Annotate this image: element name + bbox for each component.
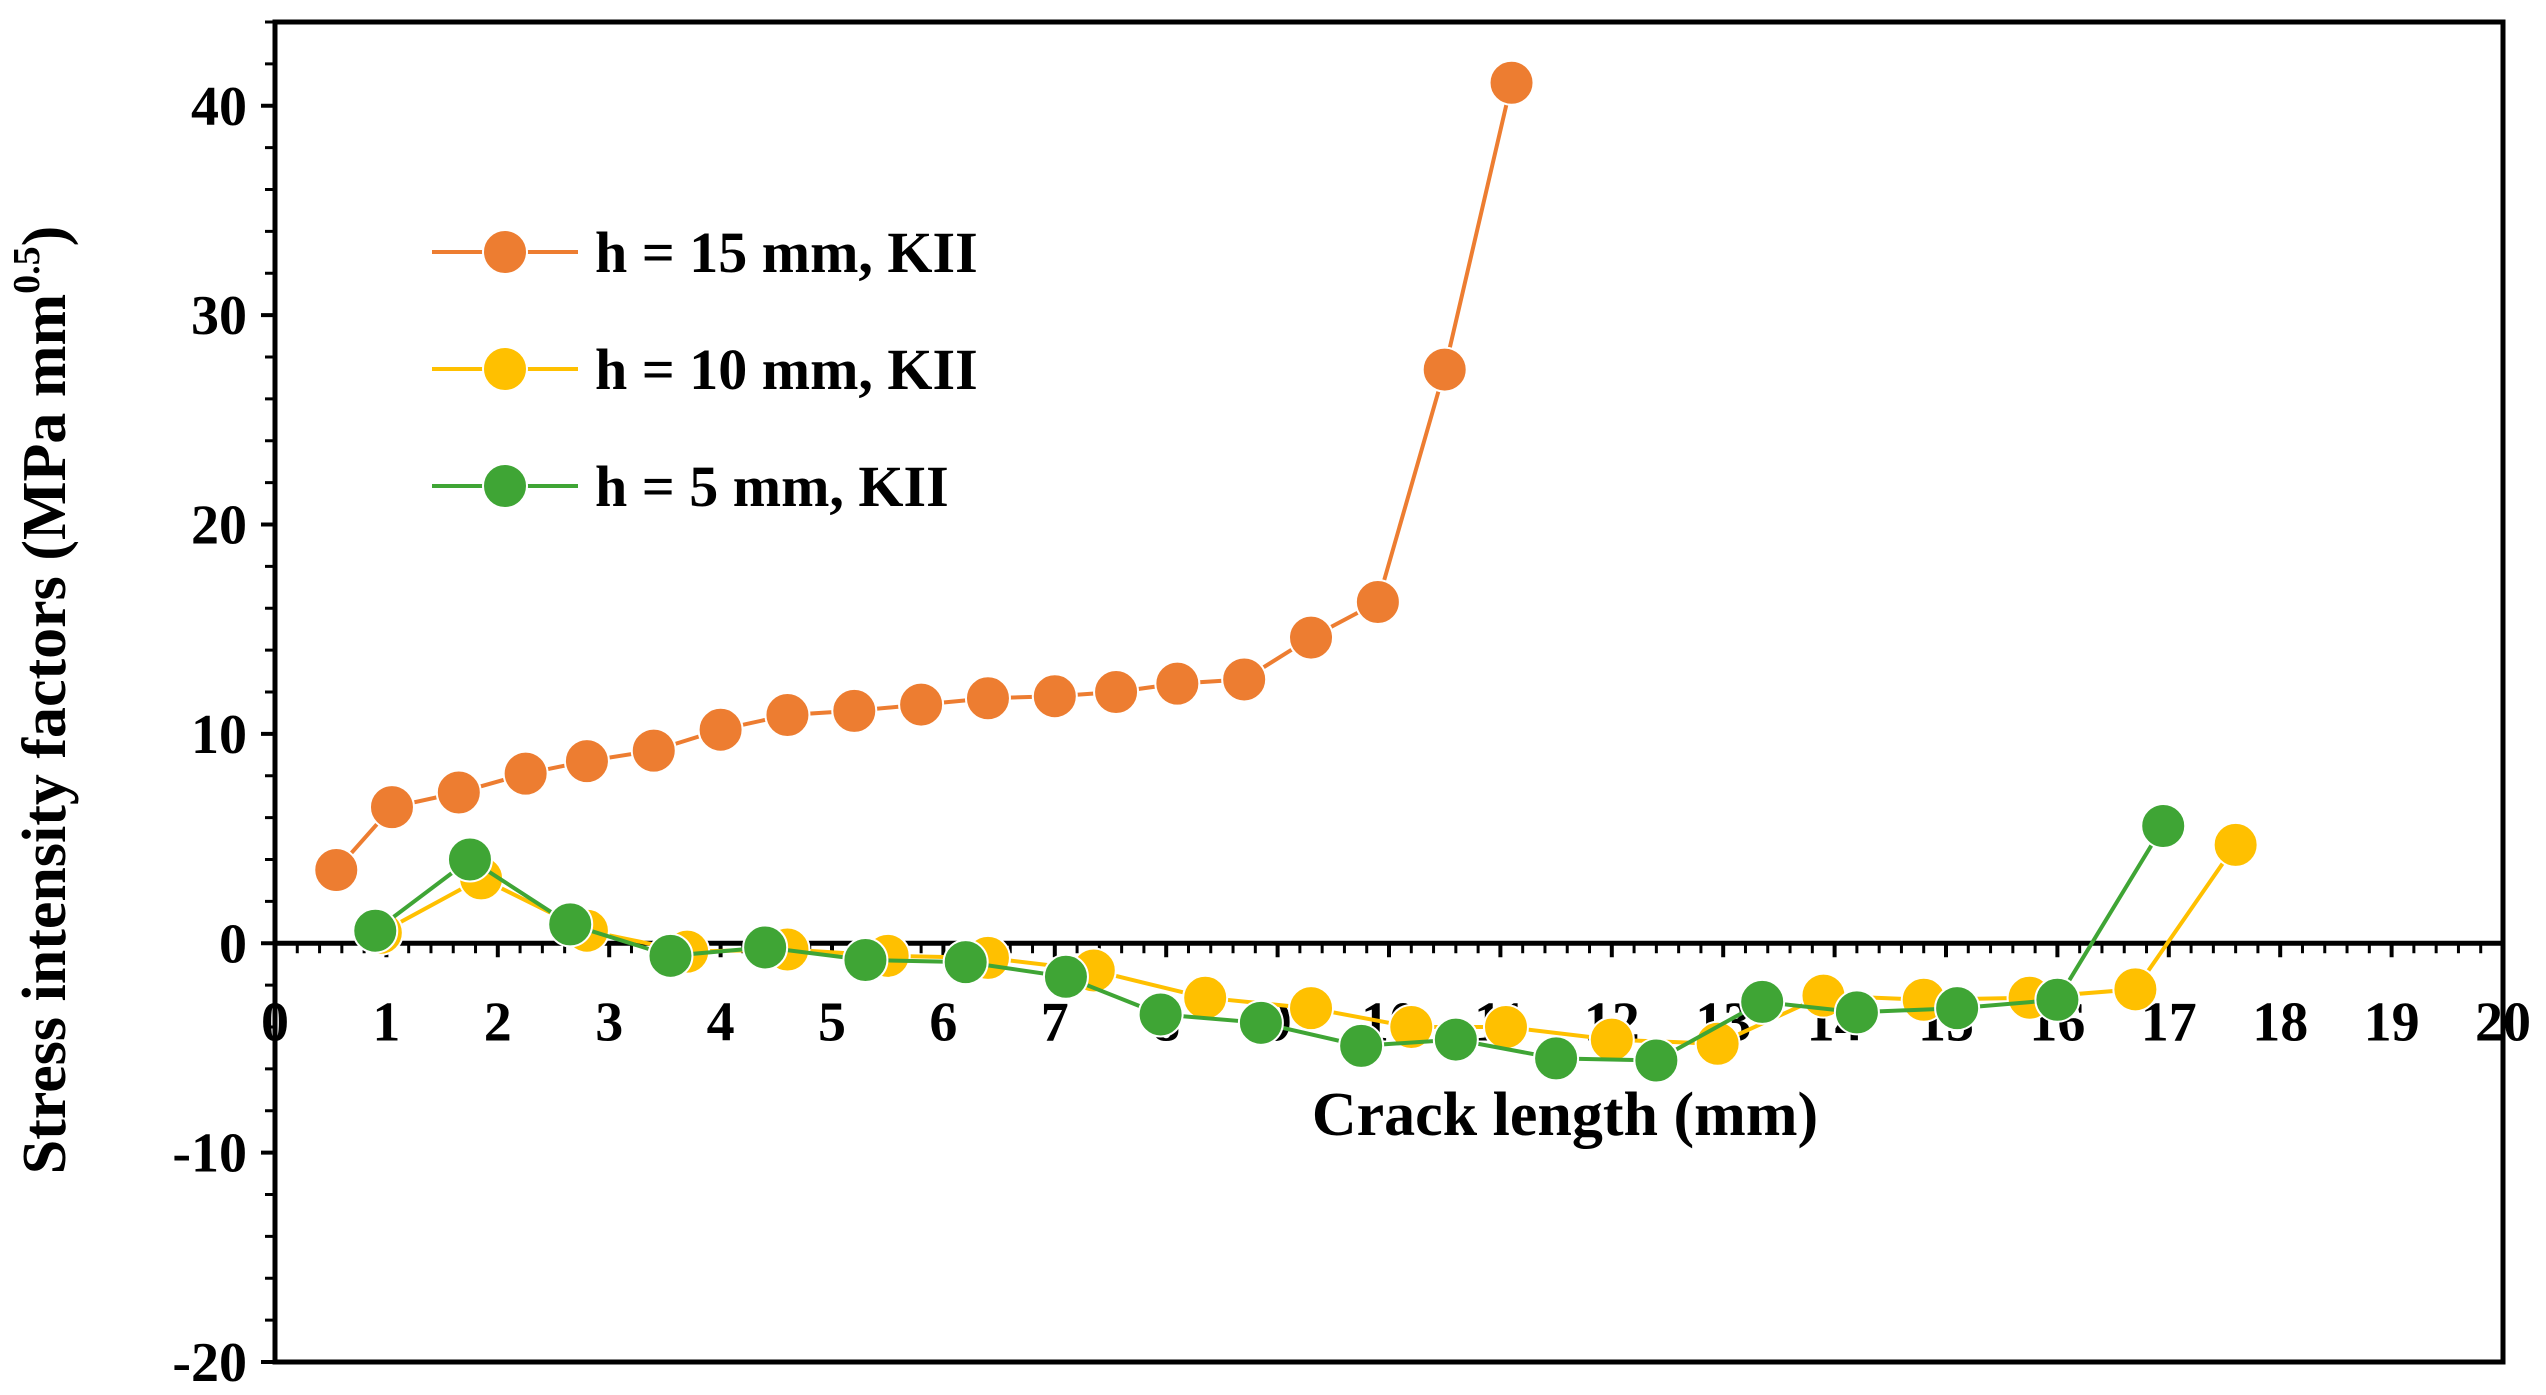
data-point-h15 — [1354, 578, 1401, 625]
data-point-h10 — [1482, 1004, 1529, 1050]
legend-marker-h15 — [482, 229, 528, 275]
y-tick-label: 20 — [191, 495, 247, 557]
y-tick-label: 0 — [219, 913, 247, 975]
data-point-h15 — [1031, 673, 1078, 720]
data-point-h5 — [1432, 1016, 1479, 1063]
data-point-h15 — [630, 727, 677, 774]
x-tick-label: 4 — [707, 991, 735, 1053]
data-point-h10 — [1288, 985, 1335, 1032]
y-tick-label: 30 — [191, 285, 247, 347]
data-point-h5 — [547, 901, 594, 948]
data-point-h15 — [964, 675, 1011, 722]
data-point-h5 — [1042, 953, 1089, 1000]
data-point-h5 — [2034, 976, 2081, 1023]
x-tick-label: 2 — [484, 991, 512, 1053]
data-point-h10 — [1182, 974, 1229, 1021]
x-tick-label: 18 — [2252, 991, 2308, 1053]
data-point-h5 — [1934, 985, 1981, 1032]
legend-label-h5: h = 5 mm, KII — [595, 454, 949, 519]
legend-label-h15: h = 15 mm, KII — [595, 220, 978, 285]
data-point-h15 — [563, 738, 610, 785]
data-point-h5 — [1739, 978, 1786, 1025]
data-point-h5 — [1137, 991, 1184, 1038]
data-point-h10 — [2212, 821, 2259, 868]
data-point-h15 — [697, 706, 744, 753]
data-point-h15 — [368, 784, 415, 831]
data-point-h5 — [2140, 803, 2187, 849]
data-point-h5 — [1338, 1022, 1385, 1069]
data-point-h15 — [1093, 669, 1140, 715]
x-tick-label: 5 — [818, 991, 846, 1053]
legend-marker-h10 — [482, 346, 528, 392]
x-tick-label: 20 — [2475, 991, 2531, 1053]
x-tick-label: 1 — [372, 991, 400, 1053]
data-point-h5 — [942, 939, 989, 986]
data-point-h15 — [313, 846, 360, 893]
data-point-h15 — [1221, 656, 1268, 703]
y-axis-title-main: Stress intensity factors (MPa mm — [11, 294, 79, 1174]
x-tick-label: 19 — [2364, 991, 2420, 1053]
data-point-h5 — [1237, 999, 1284, 1046]
data-point-h5 — [1533, 1035, 1580, 1082]
data-point-h15 — [831, 687, 878, 734]
y-tick-label: -20 — [172, 1332, 247, 1394]
x-tick-label: 7 — [1041, 991, 1069, 1053]
x-tick-label: 3 — [595, 991, 623, 1053]
data-point-h5 — [742, 924, 789, 971]
data-point-h15 — [1421, 346, 1468, 393]
data-point-h10 — [1588, 1016, 1635, 1063]
data-point-h5 — [446, 836, 493, 883]
y-axis-title-close: ) — [11, 226, 79, 247]
legend: h = 15 mm, KII h = 10 mm, KII h = 5 mm, KI… — [432, 220, 978, 519]
data-point-h5 — [647, 932, 694, 979]
data-point-h15 — [502, 750, 549, 797]
series-h5 — [352, 803, 2187, 1084]
y-axis-title: Stress intensity factors (MPa mm0.5) — [6, 226, 79, 1175]
data-point-h15 — [898, 681, 945, 728]
legend-label-h10: h = 10 mm, KII — [595, 337, 978, 402]
data-point-h15 — [1288, 614, 1335, 661]
x-tick-label: 6 — [929, 991, 957, 1053]
y-tick-label: 40 — [191, 76, 247, 138]
data-point-h5 — [1833, 989, 1880, 1036]
data-point-h5 — [842, 937, 889, 983]
x-axis-title: Crack length (mm) — [1312, 1081, 1818, 1149]
data-point-h10 — [1388, 1004, 1435, 1050]
x-tick-label: 0 — [261, 991, 289, 1053]
data-point-h5 — [352, 907, 399, 954]
series-h15 — [313, 59, 1535, 893]
data-point-h15 — [764, 692, 811, 739]
legend-marker-h5 — [482, 463, 528, 509]
data-point-h15 — [1488, 59, 1535, 106]
data-point-h5 — [1633, 1037, 1680, 1084]
data-point-h15 — [435, 769, 482, 816]
data-point-h10 — [2112, 966, 2159, 1013]
y-tick-label: -10 — [172, 1123, 247, 1185]
y-tick-label: 10 — [191, 704, 247, 766]
y-axis-title-superscript: 0.5 — [6, 246, 48, 294]
data-point-h15 — [1154, 660, 1201, 707]
